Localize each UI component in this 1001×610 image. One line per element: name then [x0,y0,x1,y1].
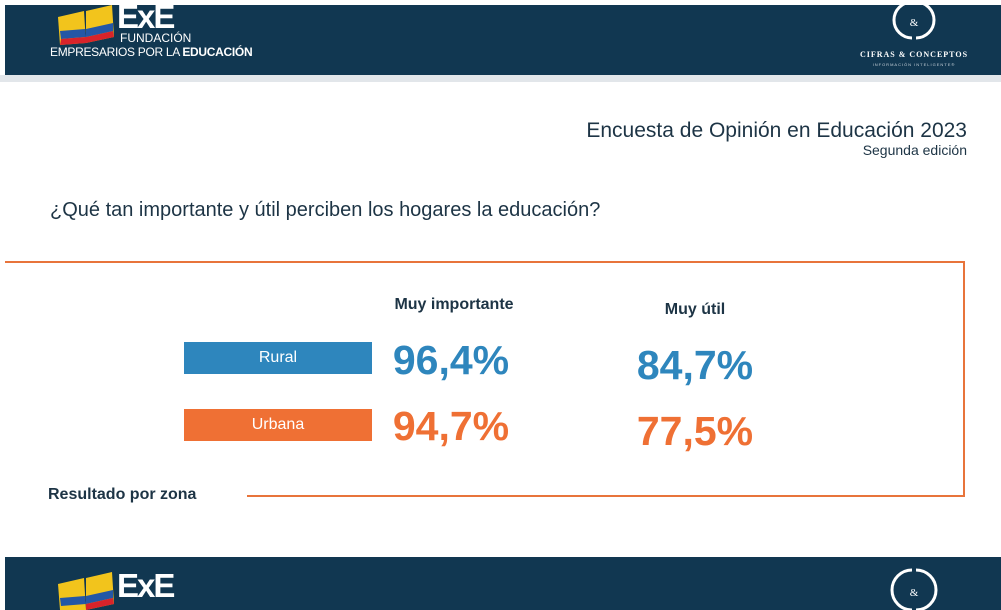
frame-top-line [5,261,965,263]
result-by-zone-label: Resultado por zona [48,486,197,503]
org-logo-text: ExE [117,0,175,35]
survey-title: Encuesta de Opinión en Educación 2023 [586,119,967,142]
rural-muy-importante-value: 96,4% [392,337,510,383]
frame-bottom-line [247,495,965,497]
column-header-muy-importante: Muy importante [394,296,514,313]
footer-partner-logo-icon: & [890,568,938,610]
partner-name: CIFRAS & CONCEPTOS [859,50,969,59]
footer-partner-mark: & [910,587,919,599]
partner-logo-icon: & [892,0,936,40]
rural-muy-util-value: 84,7% [636,342,754,388]
row-label-rural: Rural [184,342,372,374]
partner-tagline: INFORMACIÓN INTELIGENTE® [872,62,956,67]
row-label-urbana: Urbana [184,409,372,441]
frame-right-line [963,261,965,497]
column-header-muy-util: Muy útil [664,301,726,318]
survey-subtitle: Segunda edición [862,142,967,158]
footer-bar [5,557,1001,610]
org-name-line2: EMPRESARIOS POR LA EDUCACIÓN [50,45,253,59]
header-divider [0,75,1001,82]
footer-org-logo-text: ExE [117,567,175,604]
footer-book-logo-icon [58,572,114,610]
partner-mark: & [910,17,919,29]
urbana-muy-importante-value: 94,7% [392,403,510,449]
book-logo-icon [58,5,114,45]
urbana-muy-util-value: 77,5% [636,408,754,454]
question-text: ¿Qué tan importante y útil perciben los … [50,199,601,221]
header-bar [5,5,1001,75]
org-name-line1: FUNDACIÓN [120,31,192,45]
